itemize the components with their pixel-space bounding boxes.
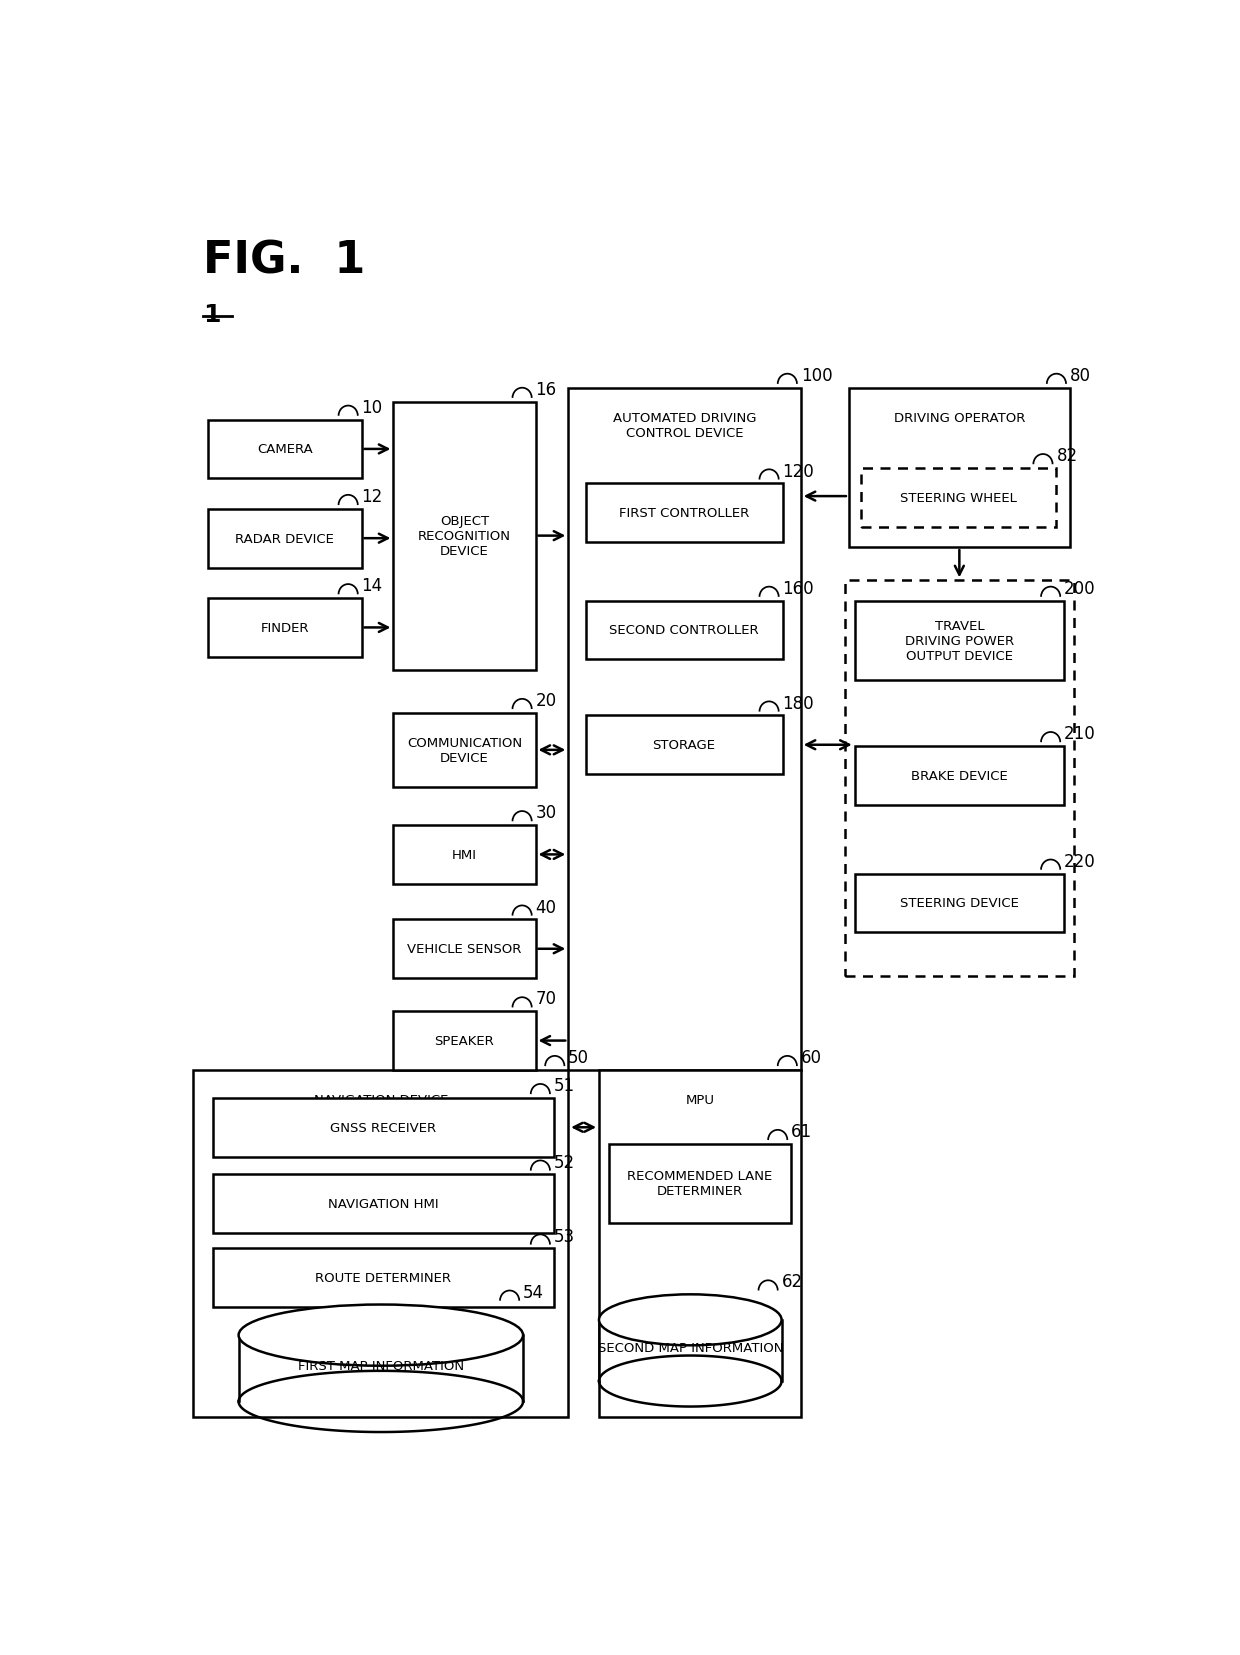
Bar: [393, 713, 536, 788]
Bar: [568, 389, 801, 1071]
Text: MPU: MPU: [686, 1094, 714, 1106]
Text: 210: 210: [1064, 725, 1096, 743]
Text: 120: 120: [782, 462, 815, 480]
Text: 100: 100: [801, 367, 832, 384]
Text: BRAKE DEVICE: BRAKE DEVICE: [911, 770, 1008, 783]
Bar: [854, 874, 1064, 933]
Bar: [213, 1175, 554, 1233]
Text: FIG.  1: FIG. 1: [203, 240, 366, 283]
Ellipse shape: [238, 1304, 523, 1365]
Bar: [585, 717, 782, 775]
Bar: [599, 1071, 801, 1417]
Text: FIRST CONTROLLER: FIRST CONTROLLER: [619, 506, 749, 520]
Text: 1: 1: [203, 303, 221, 328]
Bar: [393, 1011, 536, 1071]
Text: 30: 30: [536, 804, 557, 823]
Text: GNSS RECEIVER: GNSS RECEIVER: [330, 1120, 436, 1134]
Bar: [393, 826, 536, 884]
Ellipse shape: [599, 1294, 781, 1346]
Bar: [213, 1248, 554, 1307]
Bar: [208, 510, 362, 568]
Text: 180: 180: [782, 693, 815, 712]
Bar: [849, 389, 1070, 548]
Text: NAVIGATION DEVICE: NAVIGATION DEVICE: [314, 1094, 448, 1106]
Text: 62: 62: [781, 1273, 802, 1291]
Text: TRAVEL
DRIVING POWER
OUTPUT DEVICE: TRAVEL DRIVING POWER OUTPUT DEVICE: [905, 619, 1014, 662]
Text: 60: 60: [801, 1049, 822, 1066]
Text: 54: 54: [523, 1283, 544, 1301]
Text: 40: 40: [536, 899, 557, 917]
Bar: [213, 1099, 554, 1157]
Text: VEHICLE SENSOR: VEHICLE SENSOR: [407, 943, 522, 955]
Text: STORAGE: STORAGE: [652, 738, 715, 751]
Text: 52: 52: [554, 1154, 575, 1172]
Text: SECOND CONTROLLER: SECOND CONTROLLER: [609, 624, 759, 637]
Text: NAVIGATION HMI: NAVIGATION HMI: [327, 1198, 439, 1210]
Text: FIRST MAP INFORMATION: FIRST MAP INFORMATION: [298, 1359, 464, 1372]
Bar: [585, 483, 782, 543]
Text: 70: 70: [536, 990, 557, 1008]
Bar: [193, 1071, 568, 1417]
Bar: [208, 420, 362, 478]
Bar: [393, 402, 536, 670]
Text: 160: 160: [782, 579, 815, 597]
Text: 50: 50: [568, 1049, 589, 1066]
Bar: [609, 1144, 791, 1223]
Text: DRIVING OPERATOR: DRIVING OPERATOR: [894, 412, 1025, 424]
Text: 200: 200: [1064, 579, 1096, 597]
Text: FINDER: FINDER: [260, 622, 309, 634]
Text: 51: 51: [554, 1076, 575, 1094]
Text: SECOND MAP INFORMATION: SECOND MAP INFORMATION: [598, 1342, 782, 1354]
Bar: [599, 1321, 781, 1382]
Text: SPEAKER: SPEAKER: [434, 1034, 495, 1048]
Text: HMI: HMI: [451, 849, 477, 861]
Bar: [208, 599, 362, 657]
Text: RADAR DEVICE: RADAR DEVICE: [236, 533, 334, 546]
Text: 16: 16: [536, 381, 557, 399]
Text: 20: 20: [536, 692, 557, 710]
Text: 61: 61: [791, 1122, 812, 1140]
Text: CAMERA: CAMERA: [257, 444, 312, 457]
Text: 53: 53: [554, 1226, 575, 1245]
Text: COMMUNICATION
DEVICE: COMMUNICATION DEVICE: [407, 736, 522, 765]
Text: AUTOMATED DRIVING
CONTROL DEVICE: AUTOMATED DRIVING CONTROL DEVICE: [613, 412, 756, 439]
Bar: [393, 920, 536, 978]
Bar: [854, 601, 1064, 680]
Text: STEERING WHEEL: STEERING WHEEL: [900, 492, 1017, 505]
Text: 14: 14: [362, 578, 383, 594]
Text: RECOMMENDED LANE
DETERMINER: RECOMMENDED LANE DETERMINER: [627, 1170, 773, 1198]
Text: 82: 82: [1056, 447, 1078, 465]
Text: 80: 80: [1070, 367, 1091, 384]
Text: ROUTE DETERMINER: ROUTE DETERMINER: [315, 1271, 451, 1284]
Text: 12: 12: [362, 488, 383, 506]
Text: OBJECT
RECOGNITION
DEVICE: OBJECT RECOGNITION DEVICE: [418, 515, 511, 558]
Bar: [585, 601, 782, 660]
Text: 220: 220: [1064, 852, 1096, 871]
Text: STEERING DEVICE: STEERING DEVICE: [900, 897, 1019, 910]
Bar: [238, 1336, 523, 1402]
Bar: [862, 468, 1056, 528]
Bar: [844, 581, 1074, 976]
Bar: [854, 746, 1064, 806]
Text: 10: 10: [362, 399, 383, 417]
